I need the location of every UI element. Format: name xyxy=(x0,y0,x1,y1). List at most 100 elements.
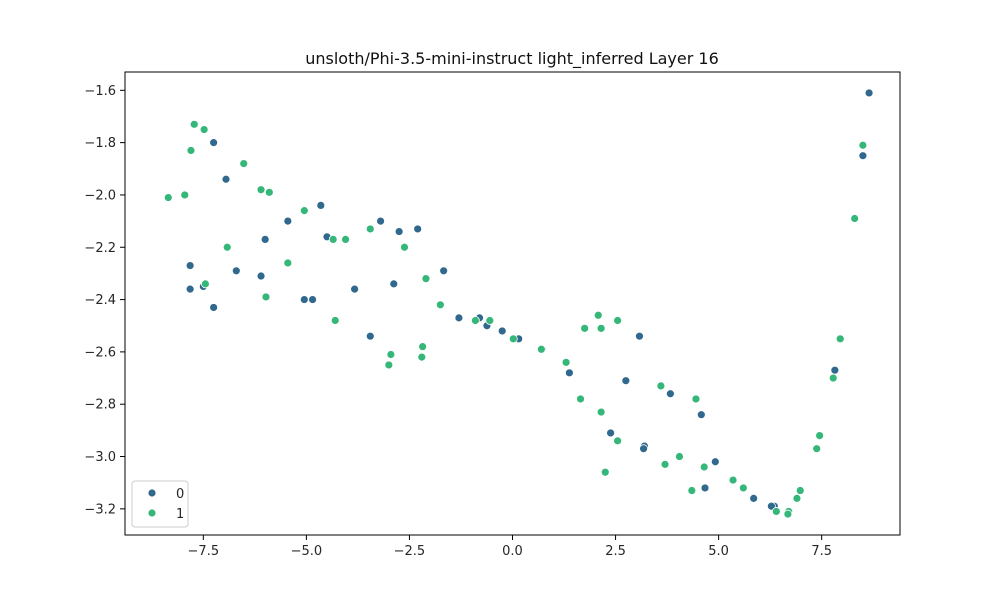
data-point xyxy=(561,357,571,367)
data-point xyxy=(795,486,805,495)
data-point xyxy=(485,316,495,325)
x-axis: −7.5 −5.0 −2.5 0.0 2.5 5.0 7.5 xyxy=(188,535,832,559)
series-0 xyxy=(185,88,874,511)
data-point xyxy=(185,284,195,294)
data-point xyxy=(239,159,249,168)
data-point xyxy=(593,310,603,320)
data-point xyxy=(209,303,219,312)
data-point xyxy=(613,316,623,325)
data-point xyxy=(180,190,190,200)
data-point xyxy=(316,201,326,210)
y-axis: −3.2 −3.0 −2.8 −2.6 −2.4 −2.2 −2.0 −1.8 −1.6 xyxy=(84,84,125,517)
data-point xyxy=(386,350,396,359)
x-tick-label: 2.5 xyxy=(605,544,626,559)
data-point xyxy=(700,483,710,493)
data-point xyxy=(815,431,825,440)
y-tick-label: −2.4 xyxy=(84,293,116,308)
y-tick-label: −3.2 xyxy=(84,502,116,517)
data-point xyxy=(497,326,507,336)
data-point xyxy=(299,295,309,304)
data-point xyxy=(199,125,209,134)
data-point xyxy=(341,235,350,244)
data-point xyxy=(264,187,274,197)
x-tick-label: 7.5 xyxy=(811,544,832,559)
data-point xyxy=(850,214,860,223)
data-point xyxy=(418,342,428,352)
legend-marker xyxy=(147,508,157,518)
y-tick-label: −3.0 xyxy=(84,450,116,465)
data-point xyxy=(564,368,574,378)
legend: 01 xyxy=(131,480,189,528)
data-point xyxy=(687,486,697,495)
data-point xyxy=(606,428,616,438)
data-point xyxy=(222,242,232,252)
data-point xyxy=(635,331,644,341)
x-tick-label: −2.5 xyxy=(394,544,426,559)
data-point xyxy=(185,261,195,270)
data-point xyxy=(350,284,360,294)
data-point xyxy=(728,475,738,485)
data-point xyxy=(256,185,266,195)
data-point xyxy=(749,493,759,503)
data-point xyxy=(656,381,666,391)
data-point xyxy=(830,365,840,375)
data-point xyxy=(417,352,427,362)
y-tick-label: −2.0 xyxy=(84,188,116,203)
data-point xyxy=(858,140,868,150)
data-point xyxy=(691,394,701,404)
x-tick-label: 5.0 xyxy=(708,544,729,559)
data-point xyxy=(536,344,546,354)
chart-title: unsloth/Phi-3.5-mini-instruct light_infe… xyxy=(305,49,719,69)
data-point xyxy=(665,389,675,399)
data-point xyxy=(394,227,404,236)
y-tick-label: −2.6 xyxy=(84,345,116,360)
data-point xyxy=(835,334,845,344)
data-point xyxy=(221,174,231,184)
y-tick-label: −1.6 xyxy=(84,84,116,99)
data-point xyxy=(163,193,173,202)
data-point xyxy=(613,436,623,446)
data-point xyxy=(231,266,241,276)
data-point xyxy=(470,316,480,325)
y-tick-label: −2.2 xyxy=(84,241,116,256)
data-point xyxy=(639,444,648,454)
data-point xyxy=(389,279,399,289)
data-point xyxy=(696,410,706,420)
data-point xyxy=(600,467,610,477)
data-point xyxy=(439,266,449,276)
data-point xyxy=(365,224,375,234)
data-point xyxy=(580,323,590,333)
data-point xyxy=(186,146,196,155)
data-point xyxy=(299,206,309,216)
y-tick-label: −1.8 xyxy=(84,136,116,151)
data-point xyxy=(189,119,199,129)
data-point xyxy=(576,394,585,404)
data-point xyxy=(596,407,606,417)
data-point xyxy=(864,88,874,98)
data-point xyxy=(675,452,684,461)
data-point xyxy=(710,457,720,467)
x-tick-label: −7.5 xyxy=(188,544,220,559)
data-point xyxy=(454,313,464,323)
data-point xyxy=(812,444,822,454)
data-point xyxy=(660,459,670,469)
x-tick-label: 0.0 xyxy=(502,544,523,559)
x-tick-label: −5.0 xyxy=(291,544,323,559)
series-1 xyxy=(163,119,868,519)
data-point xyxy=(421,274,431,284)
data-point xyxy=(209,138,219,148)
data-point xyxy=(792,493,802,503)
data-point xyxy=(283,216,293,226)
data-point xyxy=(283,258,293,268)
data-point xyxy=(435,300,445,310)
data-point xyxy=(771,507,781,516)
data-point xyxy=(376,216,385,226)
legend-label: 1 xyxy=(176,507,184,522)
legend-label: 0 xyxy=(176,487,184,502)
data-point xyxy=(384,360,394,370)
data-point xyxy=(699,462,709,472)
data-point xyxy=(783,509,793,519)
data-point xyxy=(260,235,270,244)
data-point xyxy=(621,376,631,386)
